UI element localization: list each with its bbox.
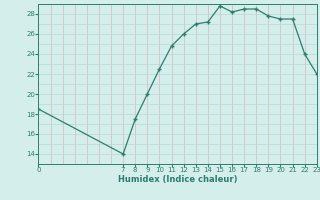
X-axis label: Humidex (Indice chaleur): Humidex (Indice chaleur) <box>118 175 237 184</box>
